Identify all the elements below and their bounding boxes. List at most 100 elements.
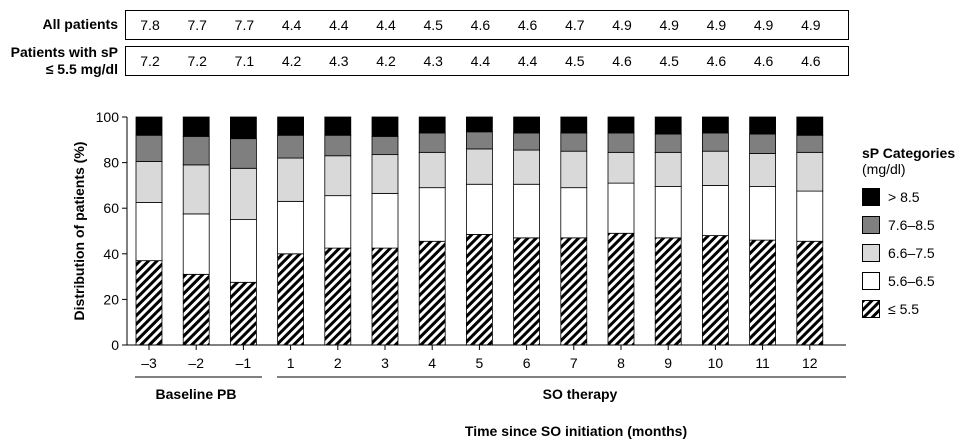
bar-segment [607, 132, 635, 153]
bar-segment [465, 116, 493, 133]
bar-segment [135, 260, 163, 346]
bar-segment [513, 183, 540, 239]
bar-segment [560, 132, 588, 152]
summary-value: 4.9 [706, 17, 727, 33]
summary-value: 4.4 [470, 53, 491, 69]
bar-segment [654, 151, 682, 187]
summary-value: 4.6 [801, 53, 821, 69]
group-label-baseline: Baseline PB [155, 386, 237, 402]
bar-segment [182, 116, 210, 137]
bar-segment [371, 192, 399, 249]
legend-swatch [862, 244, 880, 262]
bar-segment [324, 134, 352, 157]
legend-swatch [862, 300, 880, 318]
bar-segment [277, 134, 305, 159]
summary-value: 4.2 [281, 53, 302, 69]
bar-segment [796, 134, 824, 153]
summary-value: 4.9 [753, 17, 774, 33]
summary-value: 4.5 [659, 53, 679, 69]
bar-segment [607, 116, 635, 134]
bar-segment [749, 239, 776, 346]
x-tick-label: 9 [664, 355, 672, 371]
legend-item: 5.6–6.5 [862, 267, 974, 295]
x-tick-label: 8 [617, 355, 625, 371]
bar-segment [513, 116, 540, 134]
group-label-so-therapy: SO therapy [542, 386, 618, 402]
bar-segment [229, 219, 257, 283]
bar-segment [749, 186, 776, 241]
bar-segment [182, 164, 210, 215]
summary-value: 4.5 [423, 17, 443, 33]
bar-segment [560, 187, 588, 239]
y-tick-label: 80 [103, 155, 119, 171]
summary-value: 4.6 [753, 53, 774, 69]
summary-value: 7.7 [187, 17, 207, 33]
summary-value: 7.2 [187, 53, 207, 69]
y-tick-label: 40 [103, 246, 119, 262]
summary-value: 4.4 [517, 53, 538, 69]
y-tick-label: 0 [111, 337, 119, 353]
summary-value: 4.3 [423, 53, 443, 69]
bar-segment [749, 116, 776, 135]
x-tick-label: 12 [802, 355, 818, 371]
x-axis-title: Time since SO initiation (months) [464, 423, 688, 439]
bar-segment [607, 182, 635, 234]
bar-segment [371, 116, 399, 137]
bar-segment [418, 240, 446, 346]
bar-segment [465, 234, 493, 346]
summary-value: 4.9 [801, 17, 821, 33]
bar-segment [749, 133, 776, 154]
summary-value: 4.4 [281, 17, 302, 33]
bar-segment [324, 116, 352, 136]
bar-segment [654, 133, 682, 153]
legend-item: > 8.5 [862, 183, 974, 211]
y-axis-title: Distribution of patients (%) [71, 142, 87, 321]
legend-label: > 8.5 [888, 189, 920, 205]
x-tick-label: 6 [523, 355, 531, 371]
bar-segment [702, 184, 729, 236]
bar-segment [465, 148, 493, 185]
y-tick-label: 20 [103, 291, 119, 307]
bar-segment [418, 116, 446, 134]
bar-segment [560, 237, 588, 346]
x-tick-label: –1 [236, 355, 252, 371]
summary-value: 4.7 [565, 17, 585, 33]
summary-value: 4.3 [329, 53, 349, 69]
summary-row-box: 7.8 7.7 7.7 4.4 4.4 4.4 4.5 4.6 4.6 4.7 4.9 4.9 4.9 4… [125, 10, 849, 40]
bar-segment [277, 157, 305, 202]
x-tick-label: 11 [755, 355, 770, 371]
legend-label: 7.6–8.5 [888, 217, 935, 233]
bar-segment [418, 151, 446, 189]
bar-segment [418, 187, 446, 242]
bar-segment [607, 151, 635, 184]
legend-title: sP Categories [862, 145, 956, 161]
bar-segment [560, 116, 588, 134]
bar-segment [513, 132, 540, 151]
summary-value: 4.4 [376, 17, 396, 33]
bar-segment [702, 132, 729, 152]
legend-item: 7.6–8.5 [862, 211, 974, 239]
bar-segment [465, 131, 493, 150]
summary-value: 4.6 [706, 53, 727, 69]
bar-segment [135, 161, 163, 203]
legend-item: 6.6–7.5 [862, 239, 974, 267]
x-tick-label: –3 [141, 355, 157, 371]
bar-segment [182, 135, 210, 166]
bar-segment [182, 273, 210, 346]
bar-segment [371, 154, 399, 194]
summary-value: 7.2 [140, 53, 160, 69]
bar-segment [702, 116, 729, 134]
bar-segment [135, 134, 163, 162]
bar-segment [229, 167, 257, 221]
summary-row-label: Patients with sP ≤ 5.5 mg/dl [10, 44, 118, 77]
bar-segment [229, 281, 257, 346]
summary-value: 4.6 [517, 17, 538, 33]
bar-segment [560, 150, 588, 189]
bar-segment [371, 135, 399, 156]
legend-swatch [862, 272, 880, 290]
bar-segment [229, 138, 257, 169]
x-tick-label: 1 [287, 355, 295, 371]
bar-segment [324, 195, 352, 249]
bar-segment [371, 247, 399, 346]
